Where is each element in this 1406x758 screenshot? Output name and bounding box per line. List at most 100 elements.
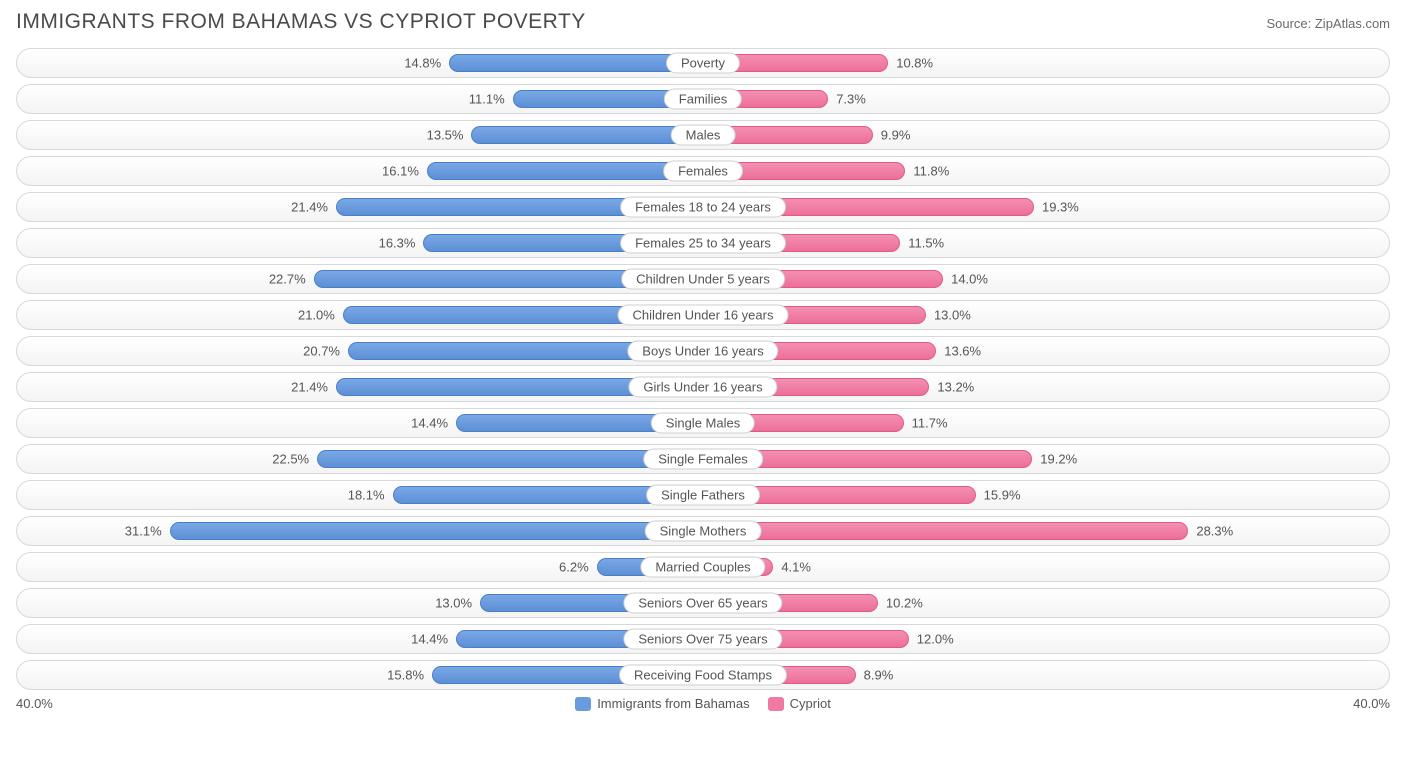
right-half: 15.9% [703,481,1389,509]
right-half: 9.9% [703,121,1389,149]
value-left: 20.7% [303,344,340,359]
value-left: 13.5% [427,128,464,143]
left-half: 20.7% [17,337,703,365]
value-left: 21.4% [291,380,328,395]
chart-row: 6.2%4.1%Married Couples [16,552,1390,582]
category-label: Boys Under 16 years [627,341,778,362]
left-half: 11.1% [17,85,703,113]
value-left: 6.2% [559,560,589,575]
chart-row: 14.4%11.7%Single Males [16,408,1390,438]
left-half: 22.5% [17,445,703,473]
chart-row: 13.5% 9.9% Males [16,120,1390,150]
left-half: 18.1% [17,481,703,509]
right-half: 13.0% [703,301,1389,329]
right-half: 14.0% [703,265,1389,293]
chart-row: 21.4% 19.3% Females 18 to 24 years [16,192,1390,222]
value-right: 9.9% [881,128,911,143]
legend-label-right: Cypriot [790,696,831,711]
value-right: 10.2% [886,596,923,611]
chart-row: 13.0%10.2%Seniors Over 65 years [16,588,1390,618]
left-half: 21.0% [17,301,703,329]
right-half: 8.9% [703,661,1389,689]
right-half: 19.3% [703,193,1389,221]
left-half: 14.4% [17,409,703,437]
chart-row: 31.1%28.3%Single Mothers [16,516,1390,546]
category-label: Females 25 to 34 years [620,233,786,254]
bar-left [449,54,703,72]
value-left: 31.1% [125,524,162,539]
value-left: 22.7% [269,272,306,287]
category-label: Seniors Over 75 years [623,629,782,650]
right-half: 10.2% [703,589,1389,617]
axis-max-left: 40.0% [16,696,53,711]
category-label: Females [663,161,743,182]
right-half: 7.3% [703,85,1389,113]
chart-row: 14.8%10.8%Poverty [16,48,1390,78]
value-left: 13.0% [435,596,472,611]
category-label: Single Fathers [646,485,760,506]
value-left: 22.5% [272,452,309,467]
chart-row: 16.1%11.8%Females [16,156,1390,186]
chart-row: 20.7% 13.6% Boys Under 16 years [16,336,1390,366]
chart-title: IMMIGRANTS FROM BAHAMAS VS CYPRIOT POVER… [16,10,586,34]
chart-row: 21.0%13.0%Children Under 16 years [16,300,1390,330]
category-label: Single Males [651,413,755,434]
chart-row: 22.7%14.0%Children Under 5 years [16,264,1390,294]
left-half: 13.5% [17,121,703,149]
category-label: Girls Under 16 years [628,377,777,398]
left-half: 14.4% [17,625,703,653]
value-right: 10.8% [896,56,933,71]
right-half: 11.5% [703,229,1389,257]
value-left: 11.1% [469,92,505,107]
value-left: 21.4% [291,200,328,215]
left-half: 14.8% [17,49,703,77]
chart-footer: 40.0% Immigrants from Bahamas Cypriot 40… [16,696,1390,711]
value-right: 15.9% [984,488,1021,503]
value-left: 16.3% [379,236,416,251]
source-label: Source: ZipAtlas.com [1266,16,1390,31]
category-label: Males [671,125,736,146]
value-right: 11.5% [908,236,944,251]
category-label: Single Females [643,449,763,470]
legend-item-left: Immigrants from Bahamas [575,696,749,711]
chart-row: 21.4% 13.2% Girls Under 16 years [16,372,1390,402]
chart-row: 16.3% 11.5% Females 25 to 34 years [16,228,1390,258]
chart-row: 11.1% 7.3% Families [16,84,1390,114]
value-left: 18.1% [348,488,385,503]
value-right: 19.2% [1040,452,1077,467]
chart-row: 18.1% 15.9% Single Fathers [16,480,1390,510]
value-right: 19.3% [1042,200,1079,215]
value-right: 11.8% [913,164,949,179]
bar-left [170,522,703,540]
value-right: 28.3% [1196,524,1233,539]
value-right: 13.2% [937,380,974,395]
legend-swatch-left [575,697,591,711]
bar-left [471,126,703,144]
chart-row: 22.5% 19.2% Single Females [16,444,1390,474]
right-half: 13.2% [703,373,1389,401]
left-half: 21.4% [17,373,703,401]
left-half: 22.7% [17,265,703,293]
right-half: 4.1% [703,553,1389,581]
value-left: 14.8% [404,56,441,71]
value-right: 13.6% [944,344,981,359]
value-left: 15.8% [387,668,424,683]
legend-item-right: Cypriot [768,696,831,711]
left-half: 13.0% [17,589,703,617]
value-right: 4.1% [781,560,811,575]
legend-swatch-right [768,697,784,711]
left-half: 15.8% [17,661,703,689]
left-half: 16.3% [17,229,703,257]
category-label: Females 18 to 24 years [620,197,786,218]
chart-header: IMMIGRANTS FROM BAHAMAS VS CYPRIOT POVER… [16,10,1390,34]
value-right: 7.3% [836,92,866,107]
category-label: Receiving Food Stamps [619,665,787,686]
left-half: 6.2% [17,553,703,581]
value-right: 8.9% [864,668,894,683]
value-left: 21.0% [298,308,335,323]
axis-max-right: 40.0% [1353,696,1390,711]
bar-left [427,162,703,180]
bar-right [703,522,1188,540]
category-label: Families [664,89,742,110]
chart-row: 15.8% 8.9% Receiving Food Stamps [16,660,1390,690]
